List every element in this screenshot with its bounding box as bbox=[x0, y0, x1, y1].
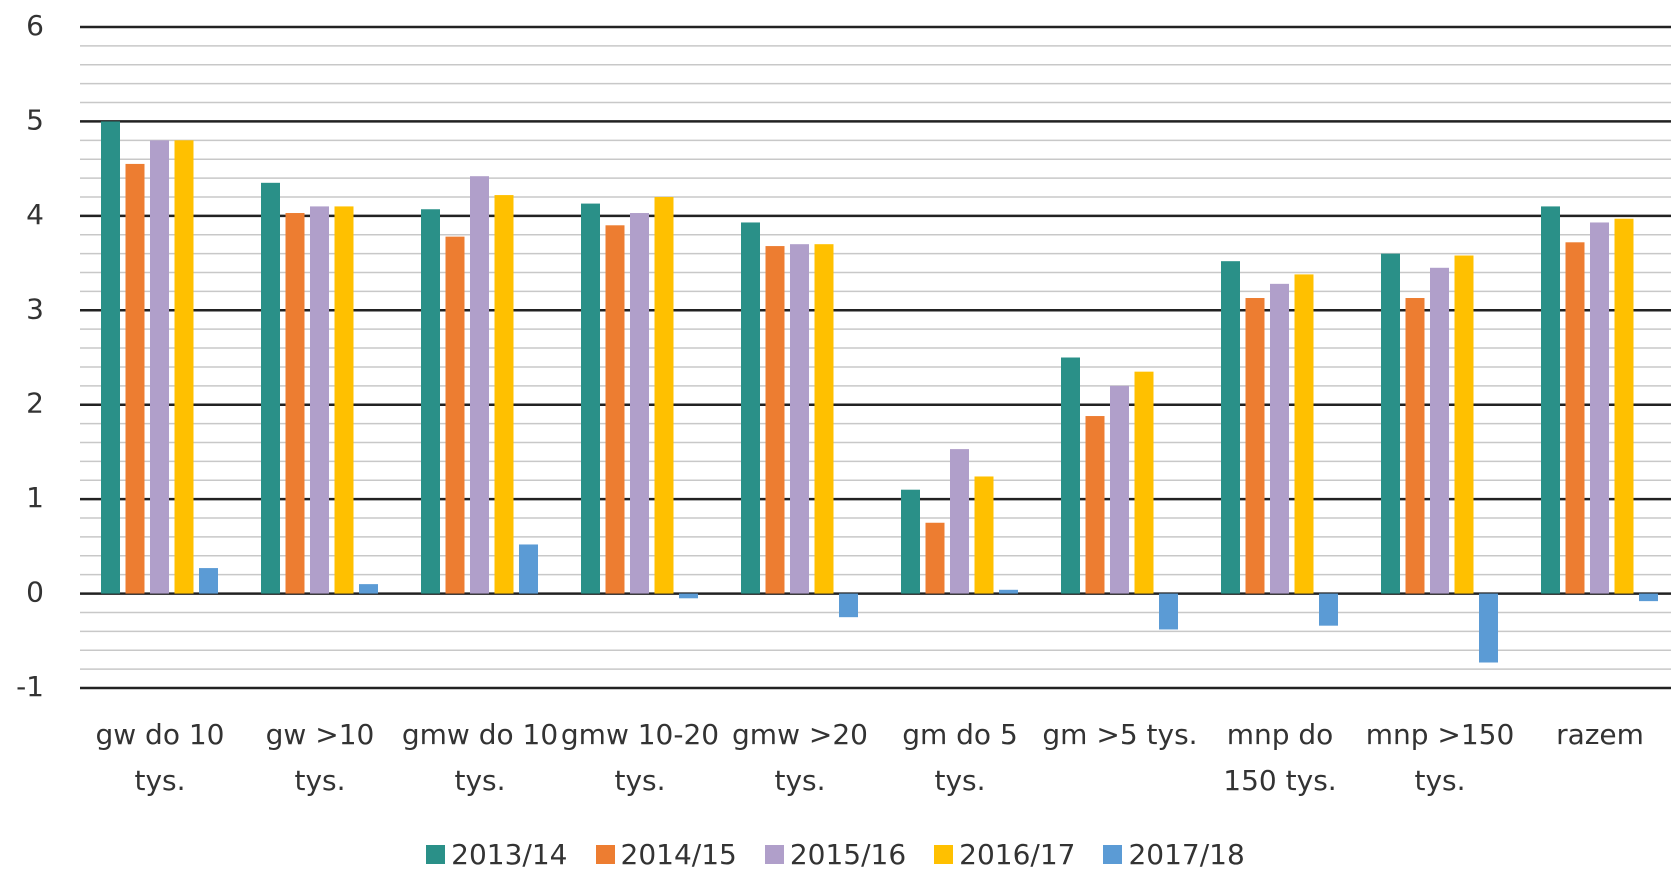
bar bbox=[494, 195, 514, 594]
x-tick-label: gm >5 tys. bbox=[1042, 718, 1198, 751]
bar bbox=[359, 584, 378, 594]
x-tick-label: gw do 10 tys. bbox=[95, 718, 225, 797]
bar bbox=[445, 236, 465, 594]
bar bbox=[310, 206, 329, 594]
bar bbox=[630, 213, 649, 594]
legend-swatch bbox=[934, 845, 954, 864]
bar bbox=[1085, 416, 1105, 594]
bar bbox=[679, 593, 698, 599]
y-tick-label: 5 bbox=[26, 103, 44, 136]
legend-swatch bbox=[426, 845, 446, 864]
y-tick-label: 3 bbox=[26, 292, 44, 325]
legend-label: 2017/18 bbox=[1128, 838, 1245, 871]
legend-item: 2016/17 bbox=[934, 838, 1075, 871]
y-tick-label: 1 bbox=[26, 481, 44, 514]
legend: 2013/14 2014/15 2015/16 2016/17 2017/18 bbox=[0, 838, 1671, 871]
bar bbox=[1245, 298, 1265, 594]
bar bbox=[125, 163, 145, 594]
bar bbox=[261, 182, 280, 594]
legend-item: 2017/18 bbox=[1103, 838, 1245, 871]
bar bbox=[519, 544, 538, 594]
y-tick-label: 4 bbox=[26, 198, 44, 231]
legend-label: 2015/16 bbox=[789, 838, 907, 871]
x-tick-label: gw >10 tys. bbox=[265, 718, 375, 797]
bar bbox=[925, 522, 945, 594]
bar bbox=[199, 568, 218, 594]
bar bbox=[1430, 267, 1449, 594]
bar bbox=[1221, 261, 1240, 594]
legend-item: 2015/16 bbox=[764, 838, 907, 871]
legend-label: 2013/14 bbox=[451, 838, 568, 871]
x-tick-label: mnp do 150 tys. bbox=[1223, 718, 1337, 797]
bar bbox=[814, 244, 834, 594]
legend-label: 2016/17 bbox=[959, 838, 1076, 871]
bar bbox=[605, 225, 625, 594]
bar bbox=[654, 196, 674, 594]
bar bbox=[150, 140, 169, 594]
bar bbox=[901, 489, 920, 594]
x-tick-label: gmw 10-20 tys. bbox=[560, 718, 720, 797]
x-tick-label: gmw do 10 tys. bbox=[401, 718, 559, 797]
legend-label: 2014/15 bbox=[620, 838, 737, 871]
bar bbox=[741, 222, 760, 594]
bar bbox=[765, 246, 785, 594]
bar bbox=[1270, 283, 1289, 594]
bar bbox=[1110, 385, 1129, 594]
bar bbox=[1614, 218, 1634, 594]
legend-swatch bbox=[764, 845, 784, 864]
bar bbox=[839, 593, 858, 618]
bar bbox=[1319, 593, 1338, 626]
bar bbox=[1565, 242, 1585, 594]
x-tick-label: gmw >20 tys. bbox=[732, 718, 868, 797]
y-tick-label: 0 bbox=[26, 576, 44, 609]
bar bbox=[421, 209, 440, 594]
bar bbox=[1639, 593, 1658, 602]
bar bbox=[1294, 274, 1314, 594]
x-tick-label: mnp >150 tys. bbox=[1365, 718, 1515, 797]
bar bbox=[285, 213, 305, 594]
x-tick-label: gm do 5 tys. bbox=[902, 718, 1018, 797]
y-tick-label: 2 bbox=[26, 387, 44, 420]
bar bbox=[1061, 357, 1080, 594]
bar bbox=[581, 203, 600, 594]
legend-swatch bbox=[1103, 845, 1123, 864]
bar bbox=[974, 476, 994, 594]
bar bbox=[1454, 255, 1474, 594]
bar bbox=[470, 176, 489, 594]
bar bbox=[1381, 253, 1400, 594]
legend-swatch bbox=[595, 845, 615, 864]
bar bbox=[1541, 206, 1560, 594]
bar bbox=[1479, 593, 1498, 663]
bar bbox=[1590, 222, 1609, 594]
legend-item: 2013/14 bbox=[426, 838, 568, 871]
bar bbox=[950, 449, 969, 594]
bar bbox=[101, 121, 120, 594]
bar bbox=[334, 206, 354, 594]
bar bbox=[1405, 298, 1425, 594]
bar bbox=[1159, 593, 1178, 630]
bar bbox=[1134, 371, 1154, 594]
bar bbox=[999, 589, 1018, 594]
y-tick-label: -1 bbox=[16, 670, 44, 703]
bar bbox=[790, 244, 809, 594]
x-tick-label: razem bbox=[1556, 718, 1644, 751]
legend-item: 2014/15 bbox=[595, 838, 737, 871]
y-tick-label: 6 bbox=[26, 9, 44, 42]
bar bbox=[174, 140, 194, 594]
